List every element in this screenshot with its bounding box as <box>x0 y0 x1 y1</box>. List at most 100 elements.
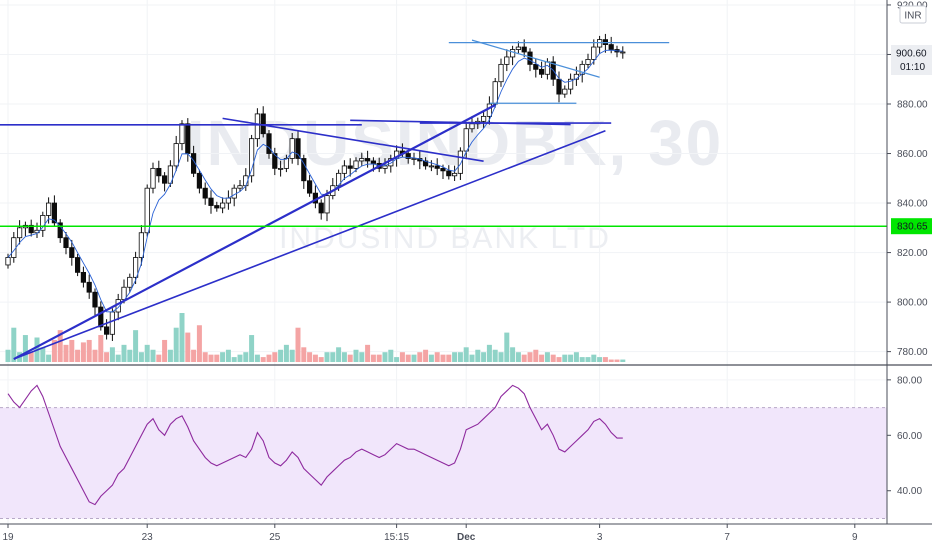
price-tick-label: 860.00 <box>897 149 928 160</box>
volume-bar <box>266 354 272 362</box>
trend-line <box>222 117 484 162</box>
volume-bar <box>394 357 400 362</box>
trend-line <box>471 39 600 78</box>
price-tick-label: 840.00 <box>897 199 928 210</box>
candle <box>5 257 11 266</box>
watermark-company-name: INDUSIND BANK LTD <box>279 222 611 255</box>
price-tick-label: 880.00 <box>897 100 928 111</box>
trend-lines[interactable] <box>0 39 670 361</box>
time-tick-label: 15:15 <box>384 532 409 543</box>
volume-bar <box>370 354 376 362</box>
candle <box>225 197 231 204</box>
volume-bar <box>63 344 69 362</box>
volume-bar <box>347 354 353 362</box>
candle <box>440 167 446 172</box>
volume-bar <box>614 359 620 362</box>
time-tick-label: 3 <box>597 532 603 543</box>
volume-bar <box>318 357 324 362</box>
volume-bar <box>428 354 434 362</box>
volume-bar <box>463 347 469 362</box>
countdown-label: 01:10 <box>900 62 925 73</box>
volume-bar <box>533 349 539 362</box>
volume-bar <box>133 330 139 362</box>
volume-bar <box>80 342 86 362</box>
candle <box>16 227 23 239</box>
volume-bar <box>237 354 243 362</box>
candle <box>75 257 81 273</box>
candle <box>469 123 475 130</box>
time-tick-label: 7 <box>724 532 730 543</box>
candle <box>208 197 214 206</box>
volume-bar <box>167 349 173 362</box>
candle <box>104 326 110 335</box>
candle <box>382 165 388 169</box>
volume-bar <box>434 352 440 362</box>
candle <box>341 165 348 174</box>
volume-bar <box>504 332 510 362</box>
candle <box>196 172 202 189</box>
volume-bar <box>173 327 179 362</box>
volume-bar <box>272 352 278 362</box>
volume-bar <box>423 349 429 362</box>
candle <box>11 237 17 258</box>
candle <box>295 138 301 159</box>
candle <box>318 202 324 214</box>
candle <box>266 133 272 154</box>
volume-bar <box>573 352 579 362</box>
volume-bar <box>231 357 237 362</box>
volume-bar <box>399 352 405 362</box>
volume-bar <box>411 354 417 362</box>
candle <box>98 306 104 328</box>
volume-bar <box>69 339 75 362</box>
volume-bar <box>156 354 162 362</box>
price-tick-label: 780.00 <box>897 347 928 358</box>
volume-bar <box>295 327 301 362</box>
candle <box>504 56 510 65</box>
candle <box>428 165 435 168</box>
level-badge-label: 830.65 <box>897 222 928 233</box>
volume-bar <box>562 354 568 362</box>
time-tick-label: Dec <box>457 532 476 543</box>
currency-button[interactable]: INR <box>899 5 927 24</box>
volume-bar <box>220 352 226 362</box>
candle <box>260 113 266 135</box>
volume-bar <box>138 352 144 362</box>
candle <box>283 158 290 169</box>
candle <box>411 158 417 160</box>
candle <box>568 78 574 90</box>
candle <box>463 128 469 152</box>
candle <box>57 222 63 239</box>
volume-bar <box>440 354 446 362</box>
volume-bar <box>550 354 556 362</box>
volume-bar <box>353 349 359 362</box>
volume-bar <box>254 354 260 362</box>
volume-bar <box>191 349 197 362</box>
volume-bar <box>602 357 608 362</box>
volume-bar <box>144 344 150 362</box>
candle <box>301 158 307 182</box>
volume-bar <box>278 349 284 362</box>
volume-bar <box>597 357 603 362</box>
rsi-line <box>7 384 623 506</box>
last-price-label: 900.60 <box>896 48 927 59</box>
candle <box>161 175 168 184</box>
volume-bar <box>336 347 342 362</box>
candle <box>457 150 464 174</box>
volume-bar <box>388 349 394 362</box>
candle <box>486 103 493 117</box>
last-price-badge <box>891 44 932 75</box>
time-tick-label: 9 <box>852 532 858 543</box>
candle <box>63 237 69 249</box>
volume-bar <box>481 352 487 362</box>
candle <box>364 158 371 162</box>
volume-bar <box>312 354 318 362</box>
volume-bar <box>289 349 295 362</box>
candle <box>562 88 568 95</box>
candle <box>109 311 115 335</box>
volume-bar <box>75 349 81 362</box>
candle <box>185 123 191 154</box>
candle <box>585 59 591 65</box>
volume-bar <box>382 352 388 362</box>
volume-bar <box>57 330 63 362</box>
